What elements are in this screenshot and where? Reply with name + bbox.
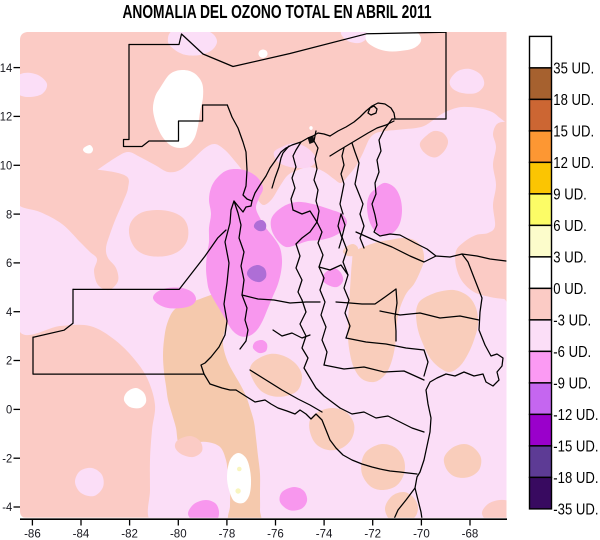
svg-text:6 UD.: 6 UD. <box>553 218 587 235</box>
svg-text:-82: -82 <box>121 526 138 540</box>
svg-text:8: 8 <box>6 209 12 221</box>
svg-text:-3 UD.: -3 UD. <box>553 312 591 329</box>
svg-text:-18 UD.: -18 UD. <box>553 470 598 487</box>
svg-text:14: 14 <box>0 62 13 74</box>
svg-text:15 UD.: 15 UD. <box>553 123 594 140</box>
svg-text:ANOMALIA DEL OZONO TOTAL EN AB: ANOMALIA DEL OZONO TOTAL EN ABRIL 2011 <box>122 2 431 22</box>
svg-text:-70: -70 <box>413 526 430 540</box>
svg-text:10: 10 <box>0 160 12 172</box>
svg-text:-76: -76 <box>267 526 284 540</box>
svg-text:-72: -72 <box>364 526 381 540</box>
svg-text:-78: -78 <box>219 526 236 540</box>
svg-text:-12 UD.: -12 UD. <box>553 407 598 424</box>
svg-text:35 UD.: 35 UD. <box>553 60 594 77</box>
svg-text:-6 UD.: -6 UD. <box>553 344 591 361</box>
svg-text:0 UD.: 0 UD. <box>553 281 587 298</box>
svg-text:3 UD.: 3 UD. <box>553 249 587 266</box>
svg-text:-86: -86 <box>24 526 41 540</box>
svg-text:-9 UD.: -9 UD. <box>553 375 591 392</box>
svg-text:12 UD.: 12 UD. <box>553 155 594 172</box>
svg-text:-15 UD.: -15 UD. <box>553 438 598 455</box>
svg-text:0: 0 <box>6 404 12 416</box>
svg-text:-68: -68 <box>462 526 479 540</box>
svg-text:-74: -74 <box>316 526 333 540</box>
svg-text:-2: -2 <box>2 453 12 465</box>
svg-text:9 UD.: 9 UD. <box>553 186 587 203</box>
svg-text:12: 12 <box>0 111 12 123</box>
svg-text:18 UD.: 18 UD. <box>553 92 594 109</box>
svg-text:-84: -84 <box>73 526 90 540</box>
svg-text:-35 UD.: -35 UD. <box>553 501 598 518</box>
svg-text:2: 2 <box>6 355 12 367</box>
svg-text:6: 6 <box>6 258 12 270</box>
svg-text:-4: -4 <box>2 502 12 514</box>
svg-text:-80: -80 <box>170 526 187 540</box>
svg-text:4: 4 <box>6 307 13 319</box>
